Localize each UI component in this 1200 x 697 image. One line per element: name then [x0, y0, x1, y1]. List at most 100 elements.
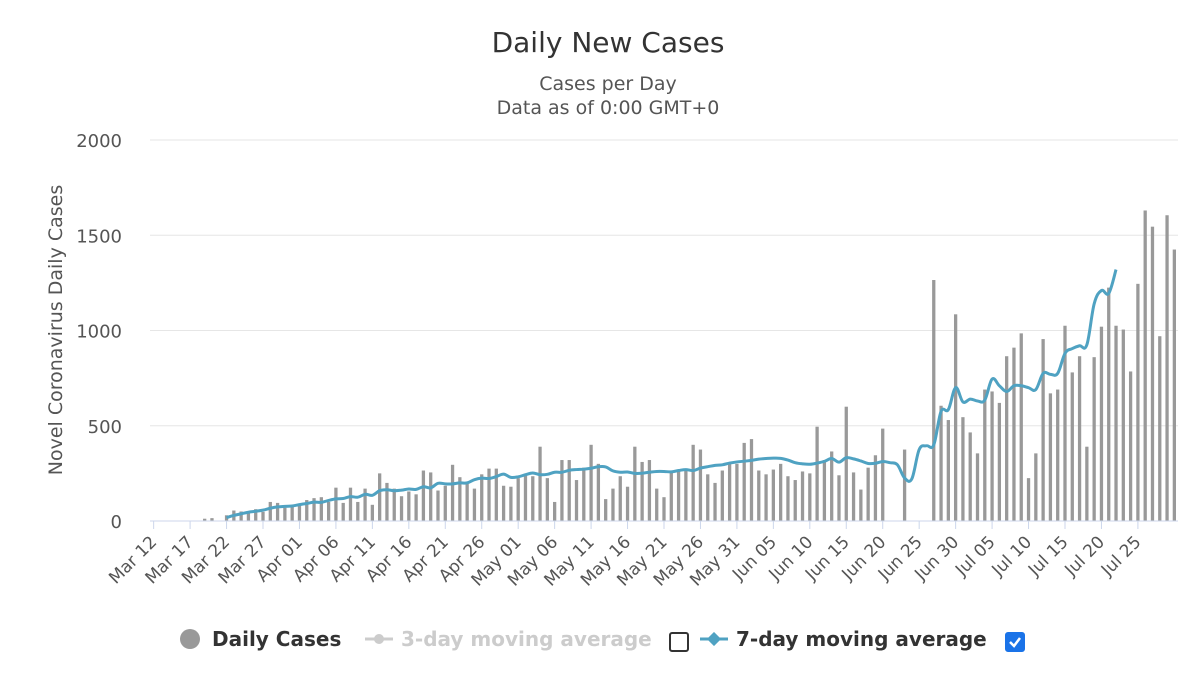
bar-daily-cases [378, 473, 382, 521]
bar-daily-cases [1012, 347, 1016, 521]
bar-daily-cases [516, 478, 520, 521]
bar-daily-cases [881, 428, 885, 521]
bar-daily-cases [1041, 339, 1045, 521]
bar-daily-cases [268, 501, 272, 521]
bar-daily-cases [713, 482, 717, 521]
bar-daily-cases [509, 486, 513, 521]
line-7-day-average [226, 269, 1118, 520]
y-tick-label: 1500 [76, 226, 122, 247]
bar-daily-cases [779, 463, 783, 521]
bar-daily-cases [472, 488, 477, 521]
bar-daily-cases [1172, 249, 1176, 521]
bar-daily-cases [414, 494, 418, 521]
legend-item-3-day-average[interactable]: 3-day moving average [365, 624, 652, 654]
line-series-7-day-average [226, 269, 1118, 520]
bar-daily-cases [224, 515, 229, 521]
bar-daily-cases [749, 439, 754, 521]
y-tick-label: 500 [88, 417, 122, 438]
bar-daily-cases [341, 502, 345, 521]
legend-dot-icon [180, 629, 200, 649]
bar-daily-cases [997, 402, 1002, 521]
bar-daily-cases [283, 507, 287, 521]
bar-daily-cases [851, 472, 856, 521]
legend-item-daily-cases[interactable]: Daily Cases [180, 624, 341, 654]
bar-daily-cases [655, 488, 659, 521]
bar-daily-cases [326, 501, 331, 521]
x-tick-label: Jul 25 [1097, 532, 1145, 580]
y-tick-label: 0 [111, 512, 122, 533]
bar-daily-cases [421, 470, 426, 521]
bar-daily-cases [720, 470, 724, 521]
toggle-3-day-average-checkbox[interactable] [669, 632, 689, 652]
bar-daily-cases [727, 462, 732, 521]
bar-daily-cases [1165, 215, 1169, 521]
bar-daily-cases [684, 470, 688, 521]
bar-daily-cases [392, 488, 396, 521]
bar-daily-cases [1070, 372, 1074, 521]
bar-daily-cases [1136, 283, 1140, 521]
x-tick-label: Jul 20 [1061, 532, 1109, 580]
bar-daily-cases [436, 490, 440, 521]
bar-daily-cases [961, 417, 965, 521]
bar-daily-cases [574, 480, 579, 521]
bar-daily-cases [290, 505, 294, 521]
x-tick-label: Jul 05 [951, 532, 999, 580]
bar-daily-cases [793, 480, 797, 521]
bar-daily-cases [399, 496, 404, 521]
legend-item-7-day-average[interactable]: 7-day moving average [700, 624, 987, 654]
bar-daily-cases [800, 471, 805, 521]
bar-daily-cases [275, 502, 280, 521]
bar-daily-cases [932, 280, 936, 521]
bar-daily-cases [567, 460, 571, 521]
bar-daily-cases [356, 501, 360, 521]
bar-daily-cases [407, 491, 411, 521]
bar-daily-cases [494, 468, 498, 521]
bar-daily-cases [844, 406, 848, 521]
y-axis-label: Novel Coronavirus Daily Cases [45, 185, 67, 476]
bar-daily-cases [589, 444, 593, 521]
bar-daily-cases [297, 503, 302, 521]
bar-daily-cases [771, 469, 776, 521]
bar-daily-cases [370, 504, 375, 521]
bar-daily-cases [640, 461, 644, 521]
bar-daily-cases [1121, 329, 1125, 521]
bar-daily-cases [480, 474, 484, 521]
bar-daily-cases [706, 474, 710, 521]
bar-daily-cases [203, 518, 207, 521]
legend-line-icon [700, 632, 728, 646]
grid-lines [150, 139, 1178, 427]
y-tick-label: 2000 [76, 131, 122, 152]
bar-daily-cases [523, 475, 528, 521]
bar-daily-cases [764, 474, 768, 521]
bar-daily-cases [1026, 478, 1031, 521]
bar-daily-cases [501, 485, 506, 521]
bar-daily-cases [261, 511, 265, 521]
bar-daily-cases [757, 470, 761, 521]
x-tick-label: Jul 10 [988, 532, 1036, 580]
bar-daily-cases [1005, 356, 1009, 521]
checkmark-icon [1009, 637, 1021, 648]
y-tick-label: 1000 [76, 322, 122, 343]
bar-daily-cases [1034, 453, 1038, 521]
bar-daily-cases [1107, 287, 1111, 521]
bar-daily-cases [210, 518, 214, 521]
bar-daily-cases [560, 460, 564, 521]
bar-daily-cases [458, 477, 462, 521]
bar-daily-cases [983, 389, 987, 521]
bar-daily-cases [990, 391, 994, 521]
bar-daily-cases [1048, 393, 1053, 521]
bar-daily-cases [786, 476, 790, 521]
bar-daily-cases [866, 467, 870, 521]
bar-daily-cases [348, 487, 353, 521]
bar-daily-cases [676, 469, 681, 521]
bar-daily-cases [363, 488, 367, 521]
bar-daily-cases [1063, 325, 1067, 521]
bar-daily-cases [385, 482, 389, 521]
bar-daily-cases [1143, 210, 1147, 522]
bar-daily-cases [450, 464, 455, 521]
legend-label-7-day-average: 7-day moving average [736, 627, 987, 651]
legend-line-icon [365, 634, 393, 644]
toggle-7-day-average-checkbox[interactable] [1005, 632, 1025, 652]
